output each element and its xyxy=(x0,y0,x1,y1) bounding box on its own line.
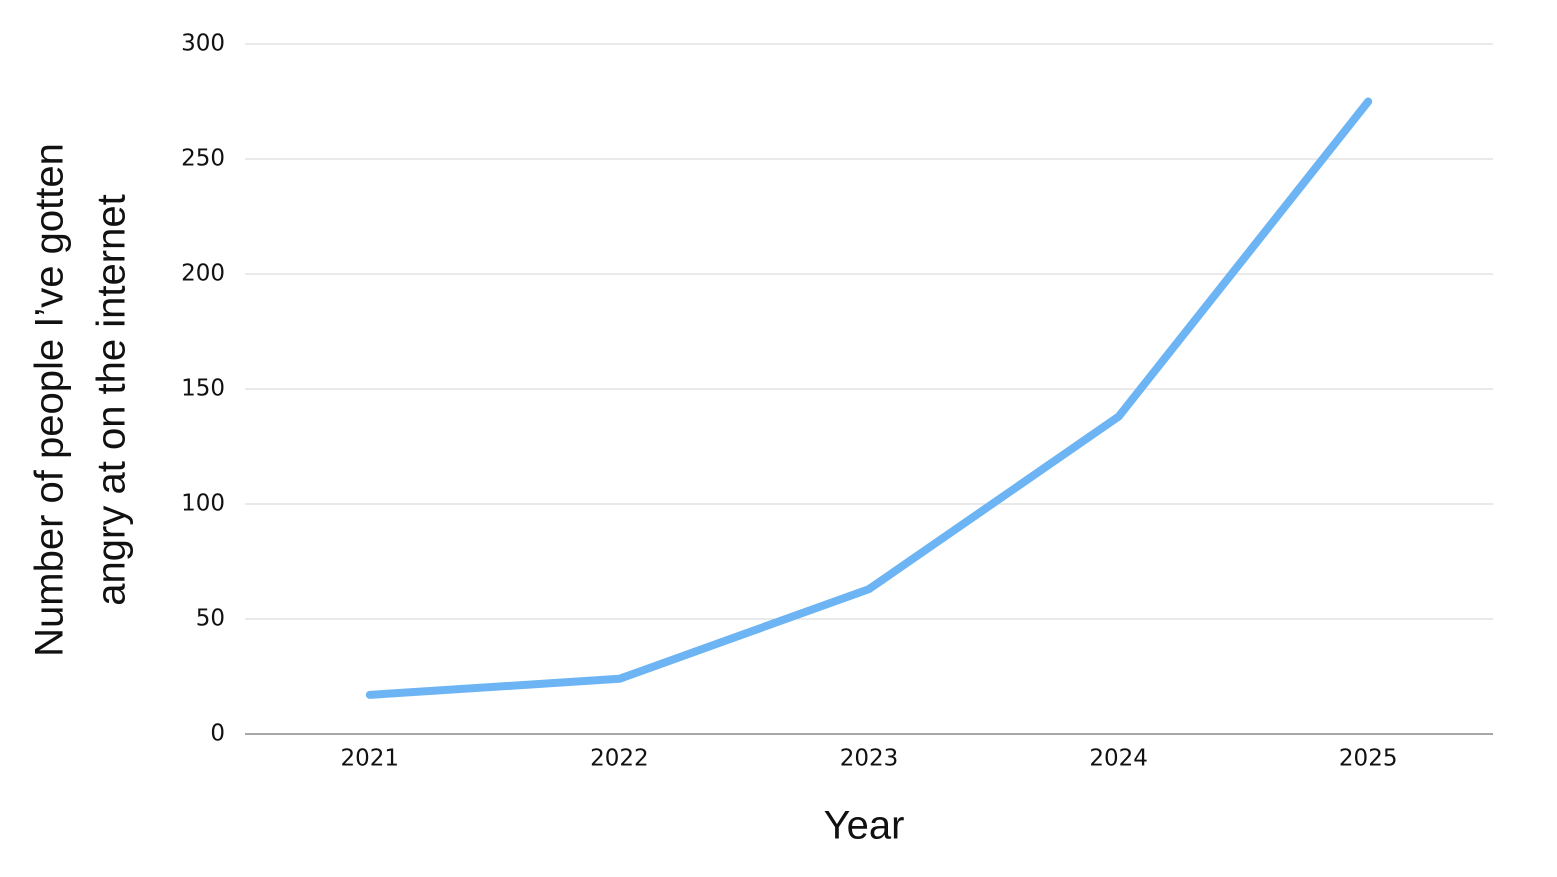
y-tick-label: 300 xyxy=(181,31,225,57)
x-tick-label: 2023 xyxy=(840,746,899,772)
y-tick-label: 50 xyxy=(196,606,225,632)
y-tick-label: 200 xyxy=(181,261,225,287)
x-axis-title: Year xyxy=(824,804,905,848)
x-tick-label: 2024 xyxy=(1089,746,1148,772)
x-tick-label: 2025 xyxy=(1339,746,1398,772)
x-tick-label: 2021 xyxy=(341,746,400,772)
y-axis-title: angry at on the internet xyxy=(90,194,134,605)
y-tick-label: 150 xyxy=(181,376,225,402)
x-tick-label: 2022 xyxy=(590,746,649,772)
y-tick-label: 100 xyxy=(181,491,225,517)
y-tick-label: 0 xyxy=(210,721,225,747)
y-tick-label: 250 xyxy=(181,146,225,172)
data-line xyxy=(365,97,1373,699)
y-axis-title: Number of people I’ve gotten xyxy=(28,143,72,657)
